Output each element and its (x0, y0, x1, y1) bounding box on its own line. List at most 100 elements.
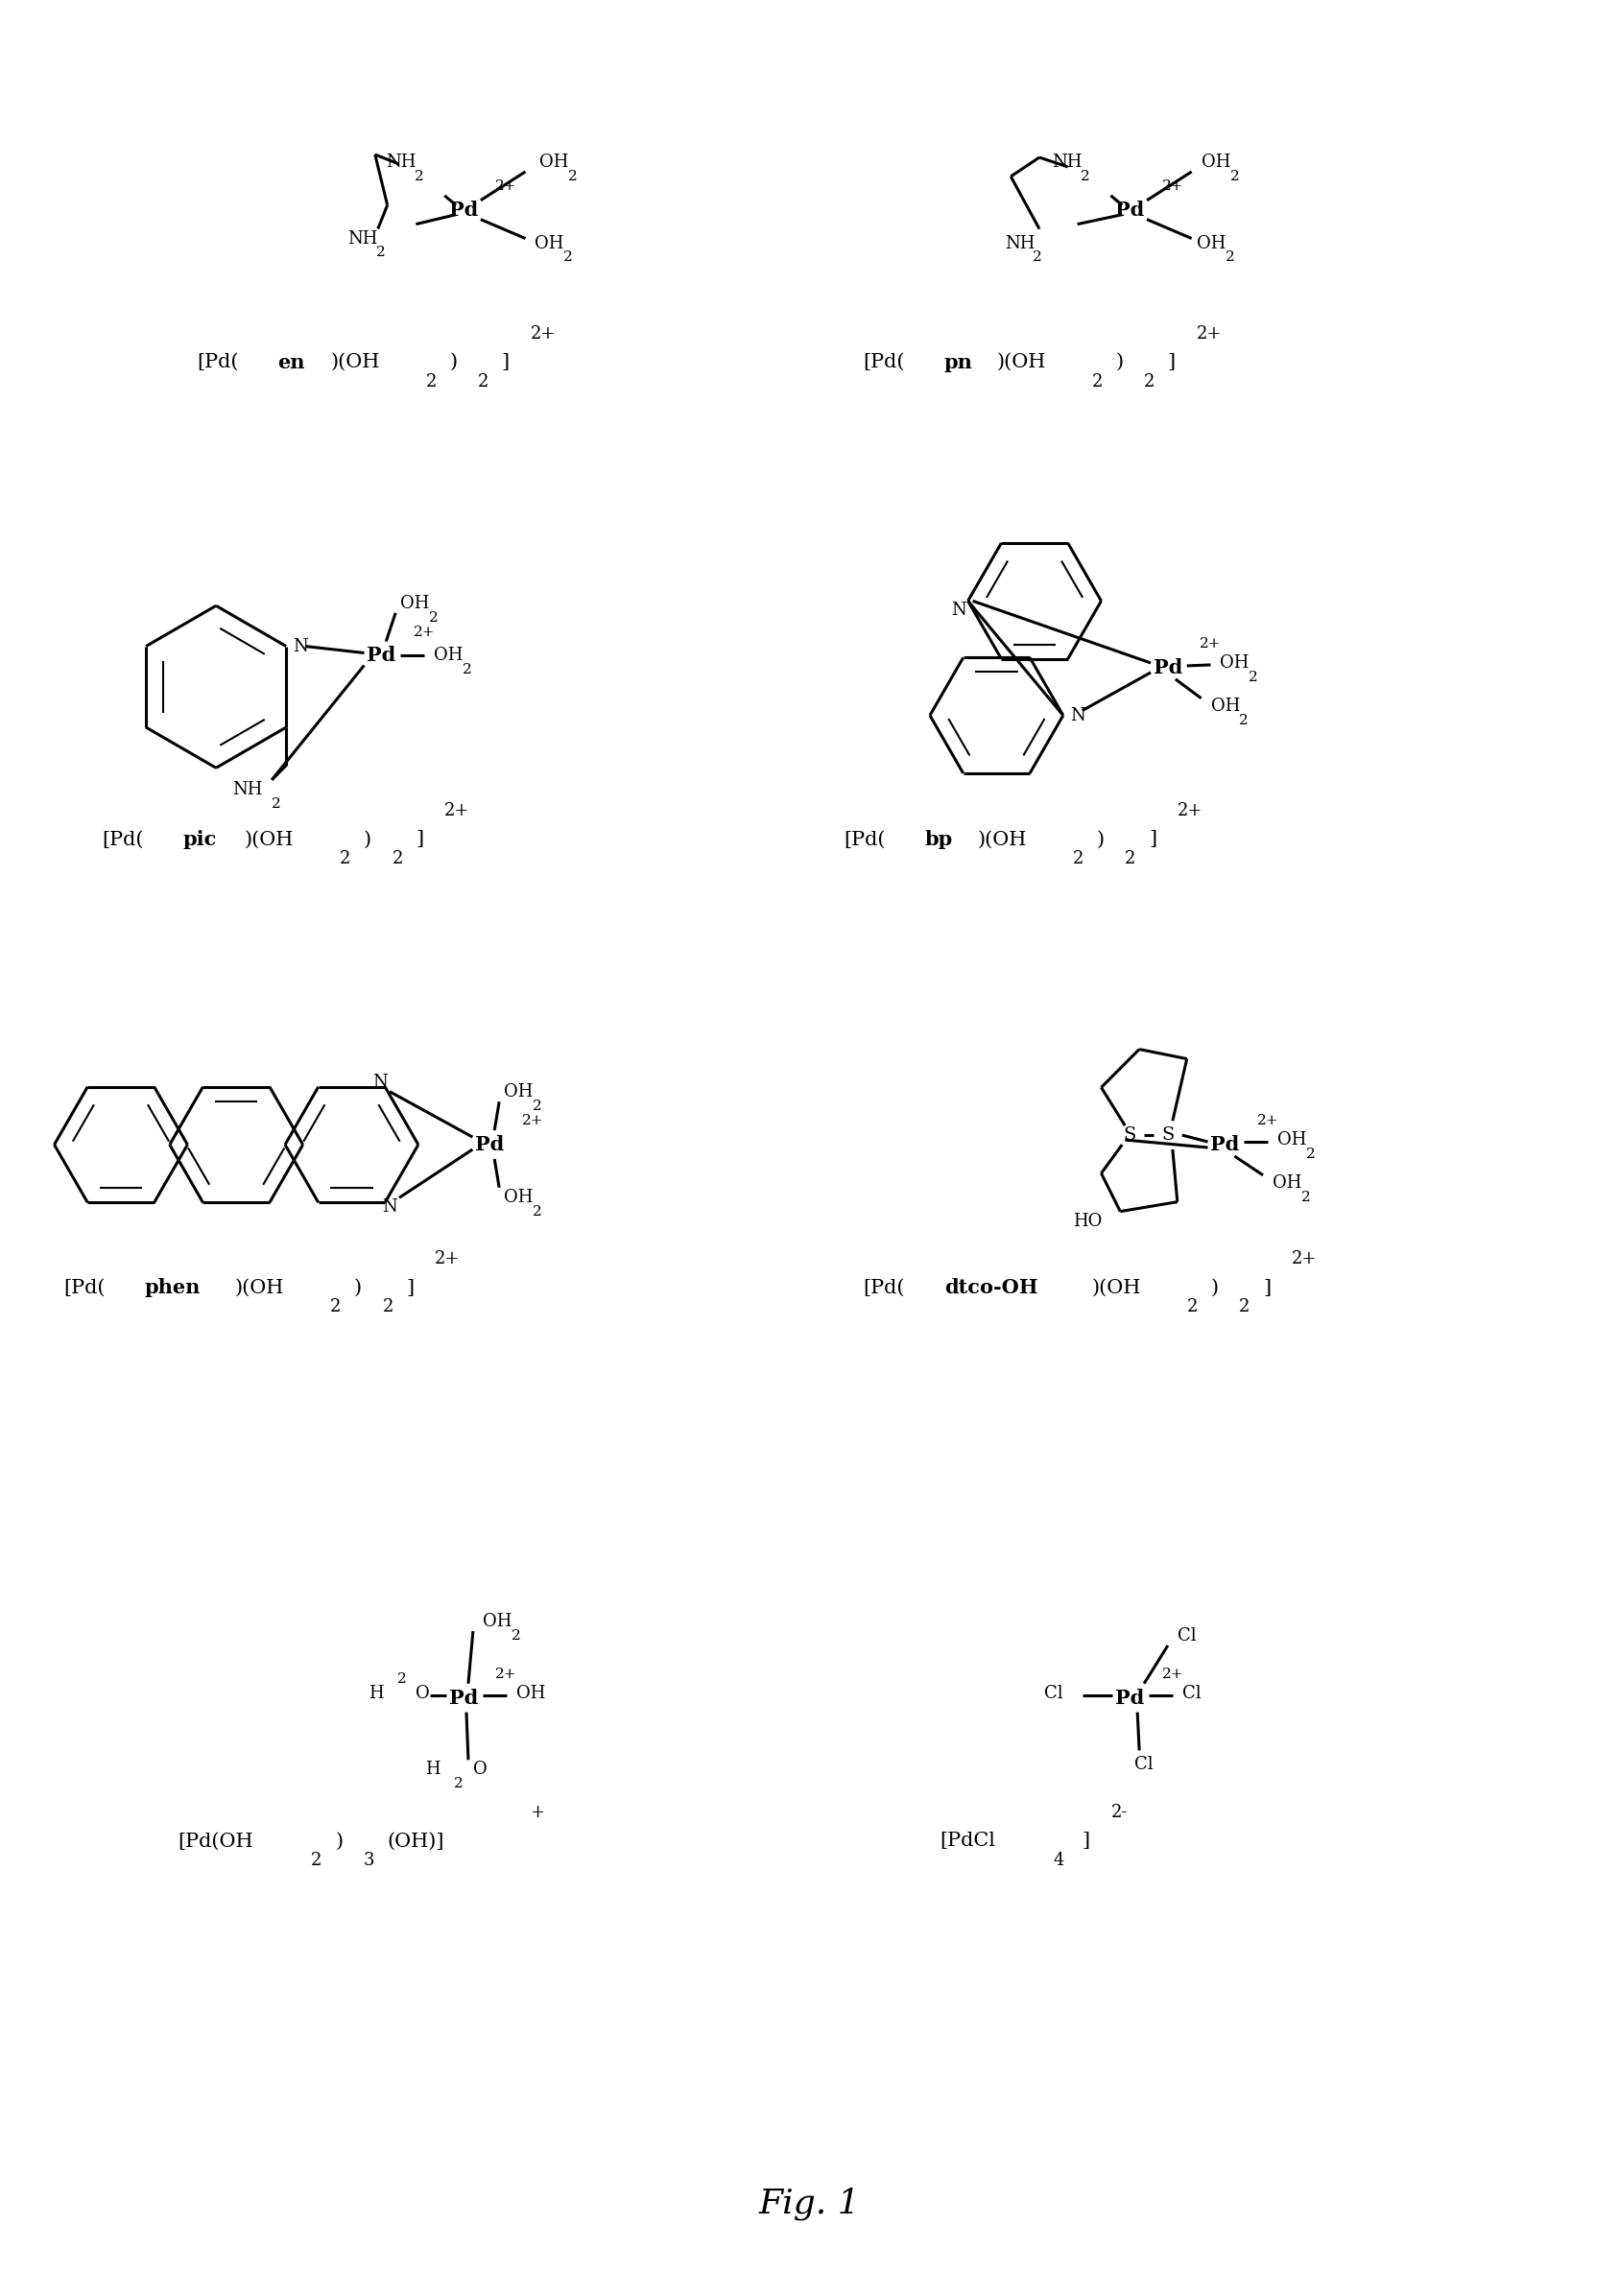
Text: 2: 2 (376, 246, 385, 259)
Text: 2: 2 (1033, 250, 1043, 264)
Text: 2: 2 (1226, 250, 1234, 264)
Text: 2: 2 (1145, 372, 1154, 390)
Text: 2+: 2+ (521, 1114, 544, 1127)
Text: ]: ] (406, 1279, 414, 1297)
Text: 2: 2 (1073, 850, 1083, 868)
Text: N: N (950, 602, 967, 620)
Text: bp: bp (924, 829, 954, 850)
Text: OH: OH (1277, 1132, 1307, 1148)
Text: ): ) (1211, 1279, 1219, 1297)
Text: 2+: 2+ (1292, 1251, 1316, 1267)
Text: 2: 2 (1302, 1189, 1310, 1203)
Text: 2: 2 (426, 372, 437, 390)
Text: N: N (372, 1075, 389, 1091)
Text: 2+: 2+ (529, 326, 555, 342)
Text: )(OH: )(OH (1091, 1279, 1141, 1297)
Text: 2+: 2+ (1196, 326, 1222, 342)
Text: OH: OH (1211, 698, 1240, 714)
Text: O: O (416, 1685, 431, 1701)
Text: [Pd(: [Pd( (843, 831, 886, 850)
Text: 2: 2 (397, 1671, 406, 1685)
Text: Pd: Pd (1153, 659, 1182, 677)
Text: 2: 2 (392, 850, 403, 868)
Text: 2+: 2+ (1162, 179, 1183, 193)
Text: 2+: 2+ (1177, 801, 1203, 820)
Text: )(OH: )(OH (235, 1279, 285, 1297)
Text: ): ) (1096, 831, 1104, 850)
Text: ): ) (448, 354, 457, 372)
Text: en: en (278, 354, 306, 372)
Text: 2+: 2+ (445, 801, 470, 820)
Text: 2: 2 (1080, 170, 1090, 184)
Text: ]: ] (1149, 831, 1156, 850)
Text: OH: OH (1196, 234, 1226, 253)
Text: 2: 2 (311, 1851, 322, 1869)
Text: Pd: Pd (1115, 200, 1145, 220)
Text: N: N (1070, 707, 1085, 723)
Text: Cl: Cl (1044, 1685, 1064, 1701)
Text: +: + (529, 1805, 544, 1821)
Text: ): ) (364, 831, 371, 850)
Text: 2-: 2- (1111, 1805, 1127, 1821)
Text: dtco-OH: dtco-OH (944, 1279, 1038, 1297)
Text: H: H (426, 1761, 440, 1777)
Text: [Pd(: [Pd( (863, 354, 905, 372)
Text: 2+: 2+ (495, 179, 516, 193)
Text: )(OH: )(OH (978, 831, 1026, 850)
Text: NH: NH (1004, 234, 1035, 253)
Text: N: N (293, 638, 308, 654)
Text: S: S (1124, 1127, 1137, 1143)
Text: N: N (382, 1199, 397, 1217)
Text: 2: 2 (1187, 1297, 1198, 1316)
Text: 2+: 2+ (413, 625, 436, 638)
Text: 2: 2 (1239, 714, 1248, 728)
Text: pic: pic (183, 829, 217, 850)
Text: 2: 2 (1248, 670, 1258, 684)
Text: 2: 2 (330, 1297, 342, 1316)
Text: 2+: 2+ (1162, 1667, 1183, 1681)
Text: OH: OH (534, 234, 563, 253)
Text: Pd: Pd (448, 1688, 478, 1708)
Text: H: H (369, 1685, 384, 1701)
Text: [Pd(: [Pd( (102, 831, 144, 850)
Text: 2: 2 (414, 170, 424, 184)
Text: O: O (473, 1761, 487, 1777)
Text: OH: OH (1273, 1173, 1302, 1192)
Text: 2: 2 (512, 1630, 521, 1642)
Text: 2: 2 (533, 1100, 542, 1114)
Text: NH: NH (385, 154, 416, 170)
Text: OH: OH (1221, 654, 1250, 670)
Text: S: S (1161, 1127, 1174, 1143)
Text: Cl: Cl (1135, 1756, 1153, 1773)
Text: OH: OH (539, 154, 568, 170)
Text: Pd: Pd (1211, 1134, 1240, 1155)
Text: OH: OH (400, 595, 429, 613)
Text: OH: OH (504, 1084, 533, 1100)
Text: 2: 2 (1091, 372, 1103, 390)
Text: OH: OH (482, 1614, 512, 1630)
Text: 2: 2 (1125, 850, 1137, 868)
Text: [Pd(OH: [Pd(OH (178, 1832, 254, 1851)
Text: 4: 4 (1054, 1851, 1065, 1869)
Text: 2: 2 (563, 250, 573, 264)
Text: )(OH: )(OH (330, 354, 379, 372)
Text: 2: 2 (382, 1297, 393, 1316)
Text: OH: OH (516, 1685, 546, 1701)
Text: 2: 2 (533, 1205, 542, 1219)
Text: Pd: Pd (1115, 1688, 1145, 1708)
Text: 2+: 2+ (1200, 638, 1221, 650)
Text: (OH)]: (OH)] (387, 1832, 445, 1851)
Text: 3: 3 (364, 1851, 374, 1869)
Text: ]: ] (1263, 1279, 1271, 1297)
Text: [Pd(: [Pd( (63, 1279, 105, 1297)
Text: ]: ] (416, 831, 424, 850)
Text: 2: 2 (453, 1777, 463, 1791)
Text: NH: NH (348, 230, 377, 248)
Text: 2: 2 (1239, 1297, 1250, 1316)
Text: 2+: 2+ (436, 1251, 460, 1267)
Text: 2+: 2+ (495, 1667, 516, 1681)
Text: ): ) (335, 1832, 343, 1851)
Text: pn: pn (944, 354, 973, 372)
Text: HO: HO (1073, 1212, 1103, 1231)
Text: phen: phen (144, 1279, 201, 1297)
